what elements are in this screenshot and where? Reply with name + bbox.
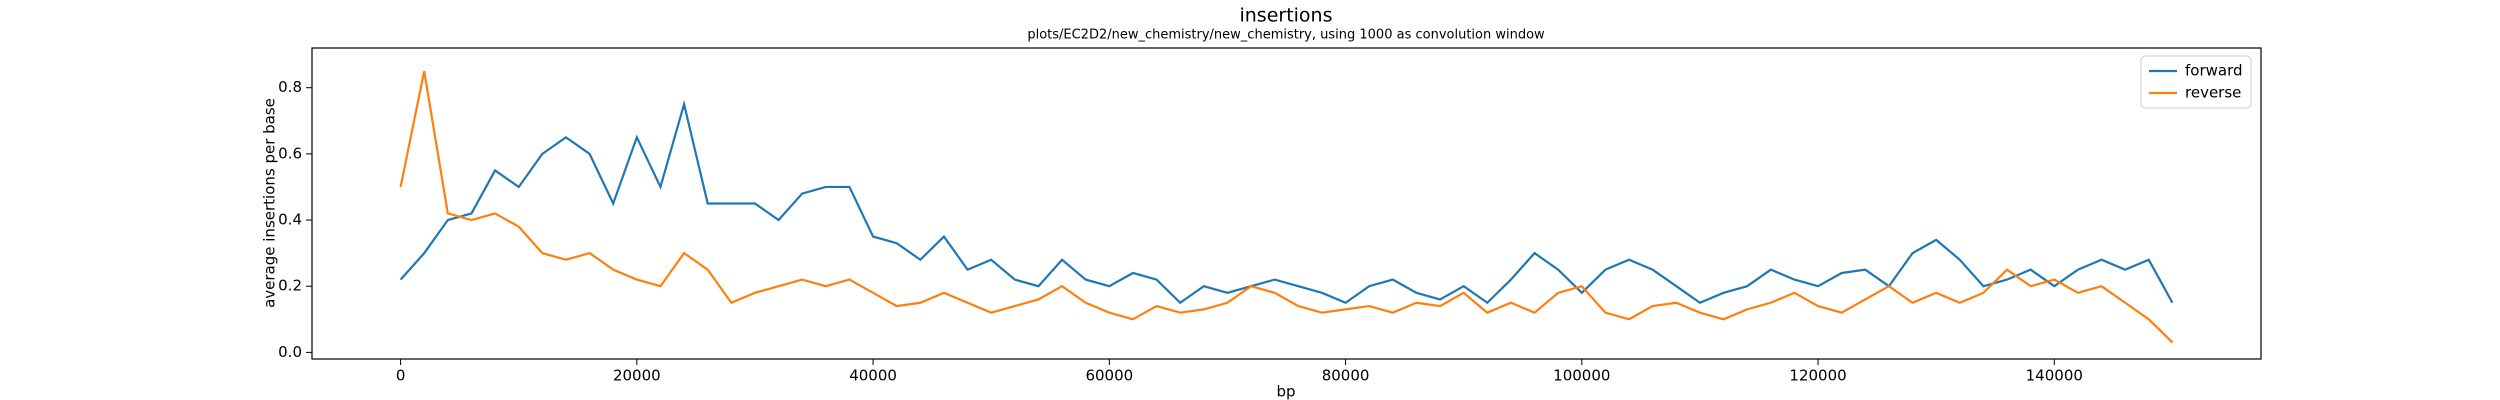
x-axis-label: bp: [1276, 383, 1295, 400]
y-tick-label: 0.8: [278, 78, 302, 96]
legend-label: forward: [2185, 62, 2243, 80]
chart-subtitle: plots/EC2D2/new_chemistry/new_chemistry,…: [1027, 28, 1545, 43]
y-tick-label: 0.0: [278, 343, 302, 361]
plot-frame: [311, 47, 2262, 360]
x-tick-label: 0: [396, 367, 406, 385]
x-tick-label: 140000: [2026, 367, 2083, 385]
legend-label: reverse: [2185, 84, 2241, 102]
x-tick-label: 80000: [1322, 367, 1370, 385]
x-tick-label: 40000: [849, 367, 897, 385]
y-tick-label: 0.6: [278, 144, 302, 162]
x-tick-label: 100000: [1553, 367, 1610, 385]
y-axis-label: average insertions per base: [261, 98, 279, 308]
x-tick-label: 20000: [613, 367, 661, 385]
y-tick-label: 0.2: [278, 277, 302, 295]
x-tick-label: 120000: [1789, 367, 1846, 385]
y-tick-label: 0.4: [278, 211, 302, 229]
chart-title: insertions: [1239, 5, 1332, 27]
series-line: [399, 70, 2174, 344]
series-line: [399, 99, 2174, 305]
legend-box: [2140, 55, 2252, 109]
x-tick-label: 60000: [1085, 367, 1133, 385]
